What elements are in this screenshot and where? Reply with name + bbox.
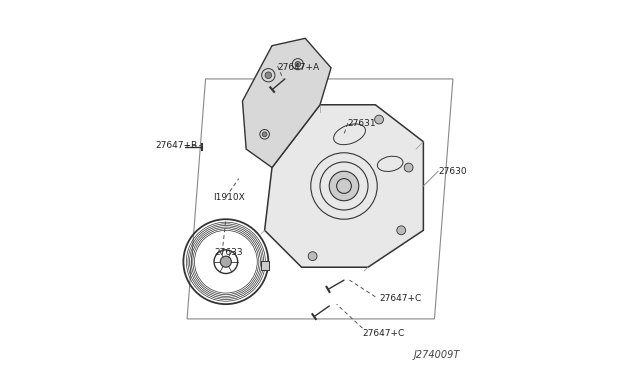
Text: 27631: 27631 (348, 119, 376, 128)
Text: 27647+A: 27647+A (278, 63, 319, 72)
Circle shape (337, 179, 351, 193)
Polygon shape (243, 38, 331, 167)
Polygon shape (264, 105, 424, 267)
Circle shape (397, 226, 406, 235)
Circle shape (265, 72, 271, 78)
Text: l1910X: l1910X (213, 193, 244, 202)
Circle shape (329, 171, 359, 201)
Circle shape (374, 115, 383, 124)
Circle shape (220, 256, 232, 267)
Text: 27633: 27633 (215, 248, 243, 257)
Text: 27647+C: 27647+C (379, 294, 421, 303)
Circle shape (295, 61, 301, 67)
Text: 27647+C: 27647+C (362, 329, 404, 338)
Text: 27630: 27630 (438, 167, 467, 176)
Circle shape (404, 163, 413, 172)
Text: 27647+B: 27647+B (156, 141, 198, 150)
Text: J274009T: J274009T (414, 350, 460, 359)
Bar (261, 261, 269, 270)
Circle shape (308, 252, 317, 260)
Circle shape (262, 132, 267, 137)
Circle shape (293, 119, 302, 128)
